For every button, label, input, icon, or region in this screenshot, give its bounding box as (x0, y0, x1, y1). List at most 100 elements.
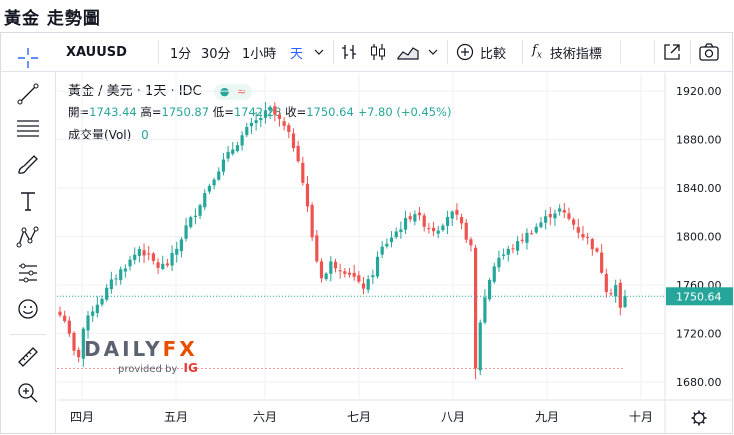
emoji-tool[interactable] (12, 294, 44, 324)
candle-body (273, 106, 277, 115)
candle-body (95, 304, 99, 314)
ruler-icon (18, 347, 38, 367)
x-tick-label: 六月 (253, 410, 277, 424)
indicators-button[interactable]: fx 技術指標 (532, 32, 602, 72)
fib-tool[interactable] (12, 113, 44, 143)
candle-body (553, 213, 557, 219)
volume-value: 0 (141, 128, 149, 142)
function-icon: fx (532, 43, 542, 61)
candle-body (175, 248, 179, 255)
candle-body (572, 219, 576, 225)
candle-body (329, 261, 333, 274)
high-label: 高= (140, 105, 162, 119)
candle-body (151, 253, 155, 261)
zoom-tool[interactable] (12, 378, 44, 408)
symbol-search[interactable]: XAUUSD (66, 44, 127, 60)
ohlc-values: 開=1743.44 高=1750.87 低=1742.28 收=1750.64 … (68, 104, 451, 120)
candle-body (506, 248, 510, 255)
watermark-brand-a: DAILY (84, 337, 163, 361)
candle-body (165, 263, 169, 266)
candle-body (576, 227, 580, 233)
candle-body (487, 279, 492, 300)
candle-body (469, 239, 473, 246)
brush-tool[interactable] (12, 150, 44, 180)
plus-circle-icon (456, 43, 474, 61)
candle-body (408, 216, 412, 220)
candle-body (133, 254, 137, 260)
interval-dropdown-button[interactable] (314, 32, 324, 72)
candle-style-button[interactable] (369, 32, 387, 72)
candle-body (245, 126, 249, 136)
watermark-ig: IG (183, 361, 198, 375)
y-tick-label: 1800.00 (676, 231, 722, 244)
candle-body (464, 222, 468, 240)
candle-body (567, 213, 571, 219)
candle-body (109, 279, 113, 290)
candle-body (310, 204, 314, 238)
candle-body (347, 272, 352, 275)
interval-1m[interactable]: 1分 (170, 46, 192, 62)
style-dropdown-button[interactable] (428, 32, 438, 72)
bars-icon (342, 45, 356, 59)
candle-body (361, 283, 366, 289)
candle-body (371, 275, 375, 278)
bar-style-button[interactable] (341, 32, 359, 72)
settings-icon[interactable] (691, 410, 707, 426)
brush-icon (18, 155, 38, 174)
candle-body (203, 192, 207, 208)
candle-body (212, 179, 216, 186)
candle-body (319, 261, 324, 279)
trend-line-tool[interactable] (12, 79, 44, 109)
candle-body (240, 135, 244, 146)
prediction-tool[interactable] (12, 258, 44, 288)
x-tick-label: 七月 (347, 410, 371, 424)
compare-button[interactable]: 比較 (456, 32, 506, 72)
candle-body (590, 239, 594, 250)
crosshair-tool[interactable] (12, 43, 44, 73)
high-value: 1750.87 (161, 105, 210, 119)
dailyfx-watermark: DAILYFX provided by IG (84, 338, 198, 375)
candle-body (595, 248, 599, 252)
volume-legend: 成交量(Vol) 0 (68, 126, 149, 143)
candle-body (301, 162, 305, 183)
close-label: 收= (285, 105, 307, 119)
candle-body (352, 272, 356, 277)
crosshair-icon (18, 48, 38, 68)
candle-body (343, 271, 347, 274)
chevron-down-icon (314, 49, 324, 55)
candle-body (119, 269, 123, 281)
candle-body (254, 120, 258, 123)
change-value: +7.80 (+0.45%) (357, 105, 452, 119)
candle-body (249, 122, 254, 127)
candle-body (581, 234, 585, 238)
candle-body (315, 235, 319, 262)
candle-body (170, 252, 174, 266)
area-style-button[interactable] (397, 32, 419, 72)
drawing-toolbar (0, 48, 56, 434)
x-tick-label: 五月 (164, 410, 188, 424)
candle-body (324, 273, 328, 280)
candle-body (544, 216, 548, 223)
open-label: 開= (68, 105, 90, 119)
camera-icon (699, 43, 719, 61)
text-tool[interactable] (12, 186, 44, 216)
snapshot-button[interactable] (698, 32, 720, 72)
volume-label: 成交量(Vol) (68, 128, 132, 142)
fullscreen-button[interactable] (662, 32, 682, 72)
candle-body (161, 263, 165, 269)
candle-body (422, 215, 426, 227)
pattern-tool[interactable] (12, 222, 44, 252)
text-icon (21, 192, 35, 211)
candle-body (77, 349, 81, 358)
interval-30m[interactable]: 30分 (201, 46, 231, 62)
candle-body (534, 226, 538, 233)
candle-body (86, 315, 90, 331)
interval-1d[interactable]: 天 (290, 46, 304, 62)
interval-1h[interactable]: 1小時 (242, 46, 277, 62)
candle-body (417, 212, 422, 216)
candle-body (389, 237, 394, 243)
ruler-tool[interactable] (12, 342, 44, 372)
candle-body (562, 210, 566, 213)
candle-body (333, 261, 338, 269)
